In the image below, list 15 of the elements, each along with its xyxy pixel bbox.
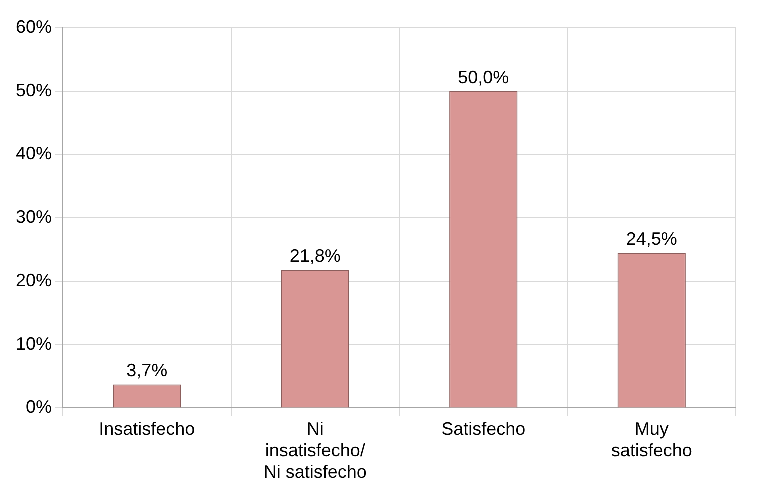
x-tick-label: Muy satisfecho — [611, 418, 692, 461]
x-tick-label: Insatisfecho — [99, 418, 196, 439]
x-tick-label: Satisfecho — [442, 418, 526, 439]
y-tick-label: 50% — [16, 80, 52, 100]
y-tick-label: 0% — [26, 397, 52, 418]
data-label: 50,0% — [458, 67, 510, 88]
y-tick-label: 10% — [16, 334, 52, 354]
data-label: 24,5% — [626, 228, 678, 249]
x-tick-label: Ni insatisfecho/ Ni satisfecho — [264, 418, 367, 482]
data-label: 3,7% — [126, 360, 168, 381]
y-tick-label: 30% — [16, 207, 52, 228]
data-label: 21,8% — [290, 246, 341, 266]
y-tick-label: 40% — [16, 144, 52, 164]
y-tick-label: 20% — [16, 270, 52, 290]
y-tick-label: 60% — [16, 16, 52, 37]
